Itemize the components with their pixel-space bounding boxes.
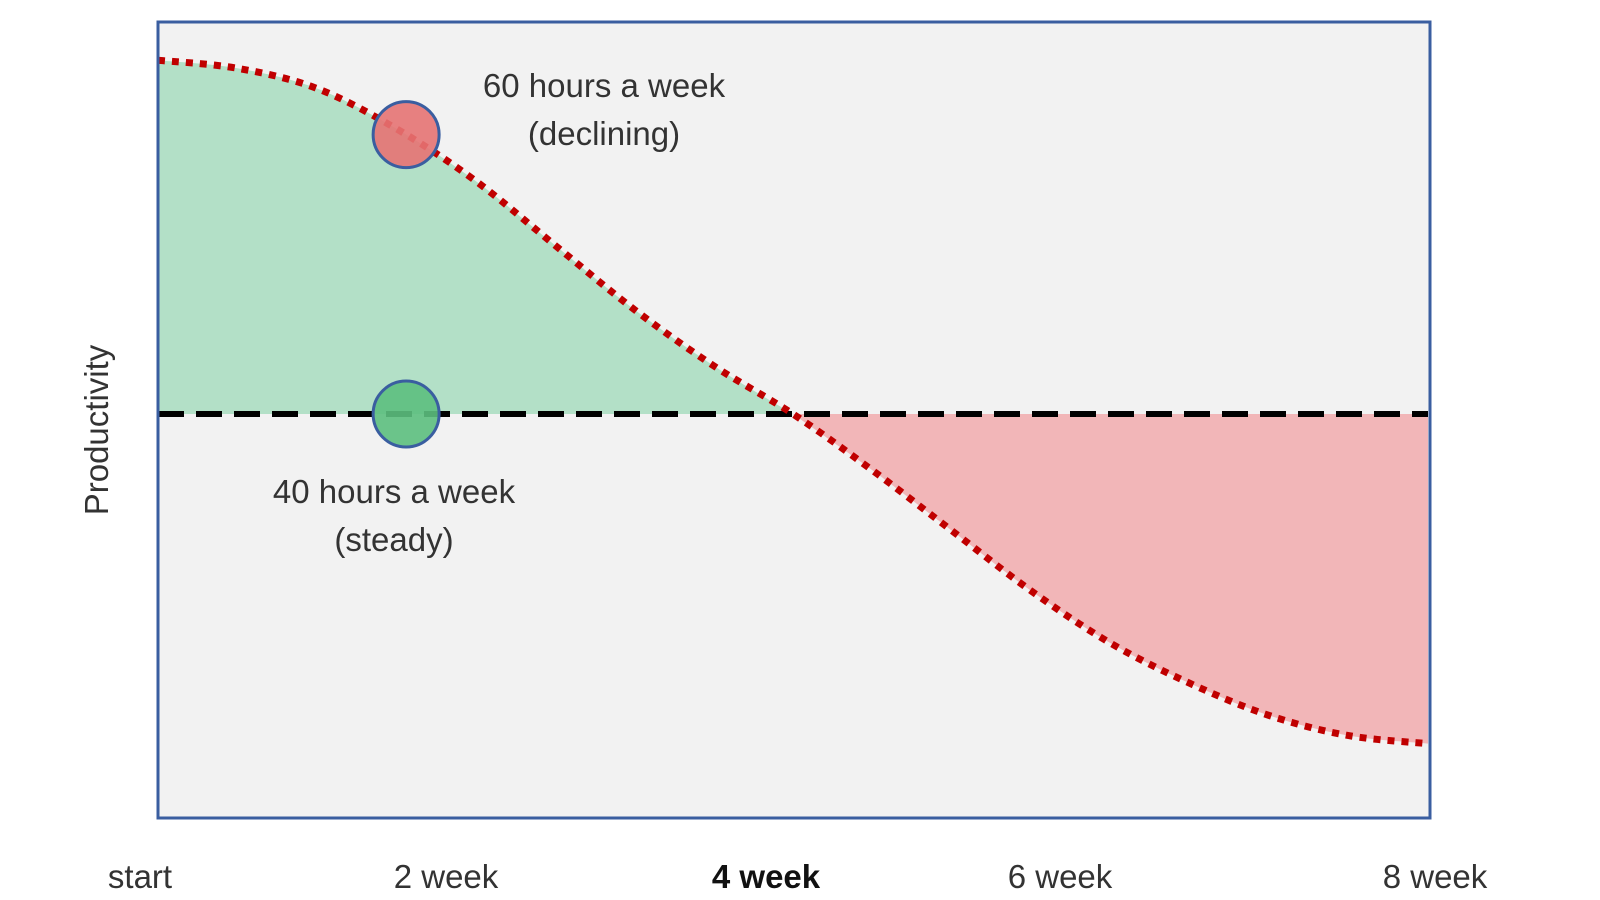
x-tick-label: 2 week xyxy=(394,858,499,895)
fill-above-baseline xyxy=(158,60,793,415)
marker-60-hours xyxy=(371,100,441,170)
x-axis-ticks: start 2 week 4 week 6 week 8 week xyxy=(108,858,1488,895)
y-axis-label: Productivity xyxy=(78,344,115,515)
fill-below-baseline xyxy=(793,414,1428,744)
annotation-60-hours-line2: (declining) xyxy=(528,115,680,152)
plot-frame xyxy=(156,20,1432,820)
annotation-40-hours-line2: (steady) xyxy=(334,521,453,558)
annotation-40-hours-line1: 40 hours a week xyxy=(273,473,516,510)
x-tick-label: 6 week xyxy=(1008,858,1113,895)
x-tick-label: start xyxy=(108,858,172,895)
annotation-60-hours-line1: 60 hours a week xyxy=(483,67,726,104)
series-line-declining xyxy=(157,56,1429,748)
x-tick-label: 8 week xyxy=(1383,858,1488,895)
x-tick-label: 4 week xyxy=(712,858,821,895)
marker-40-hours xyxy=(371,379,441,449)
